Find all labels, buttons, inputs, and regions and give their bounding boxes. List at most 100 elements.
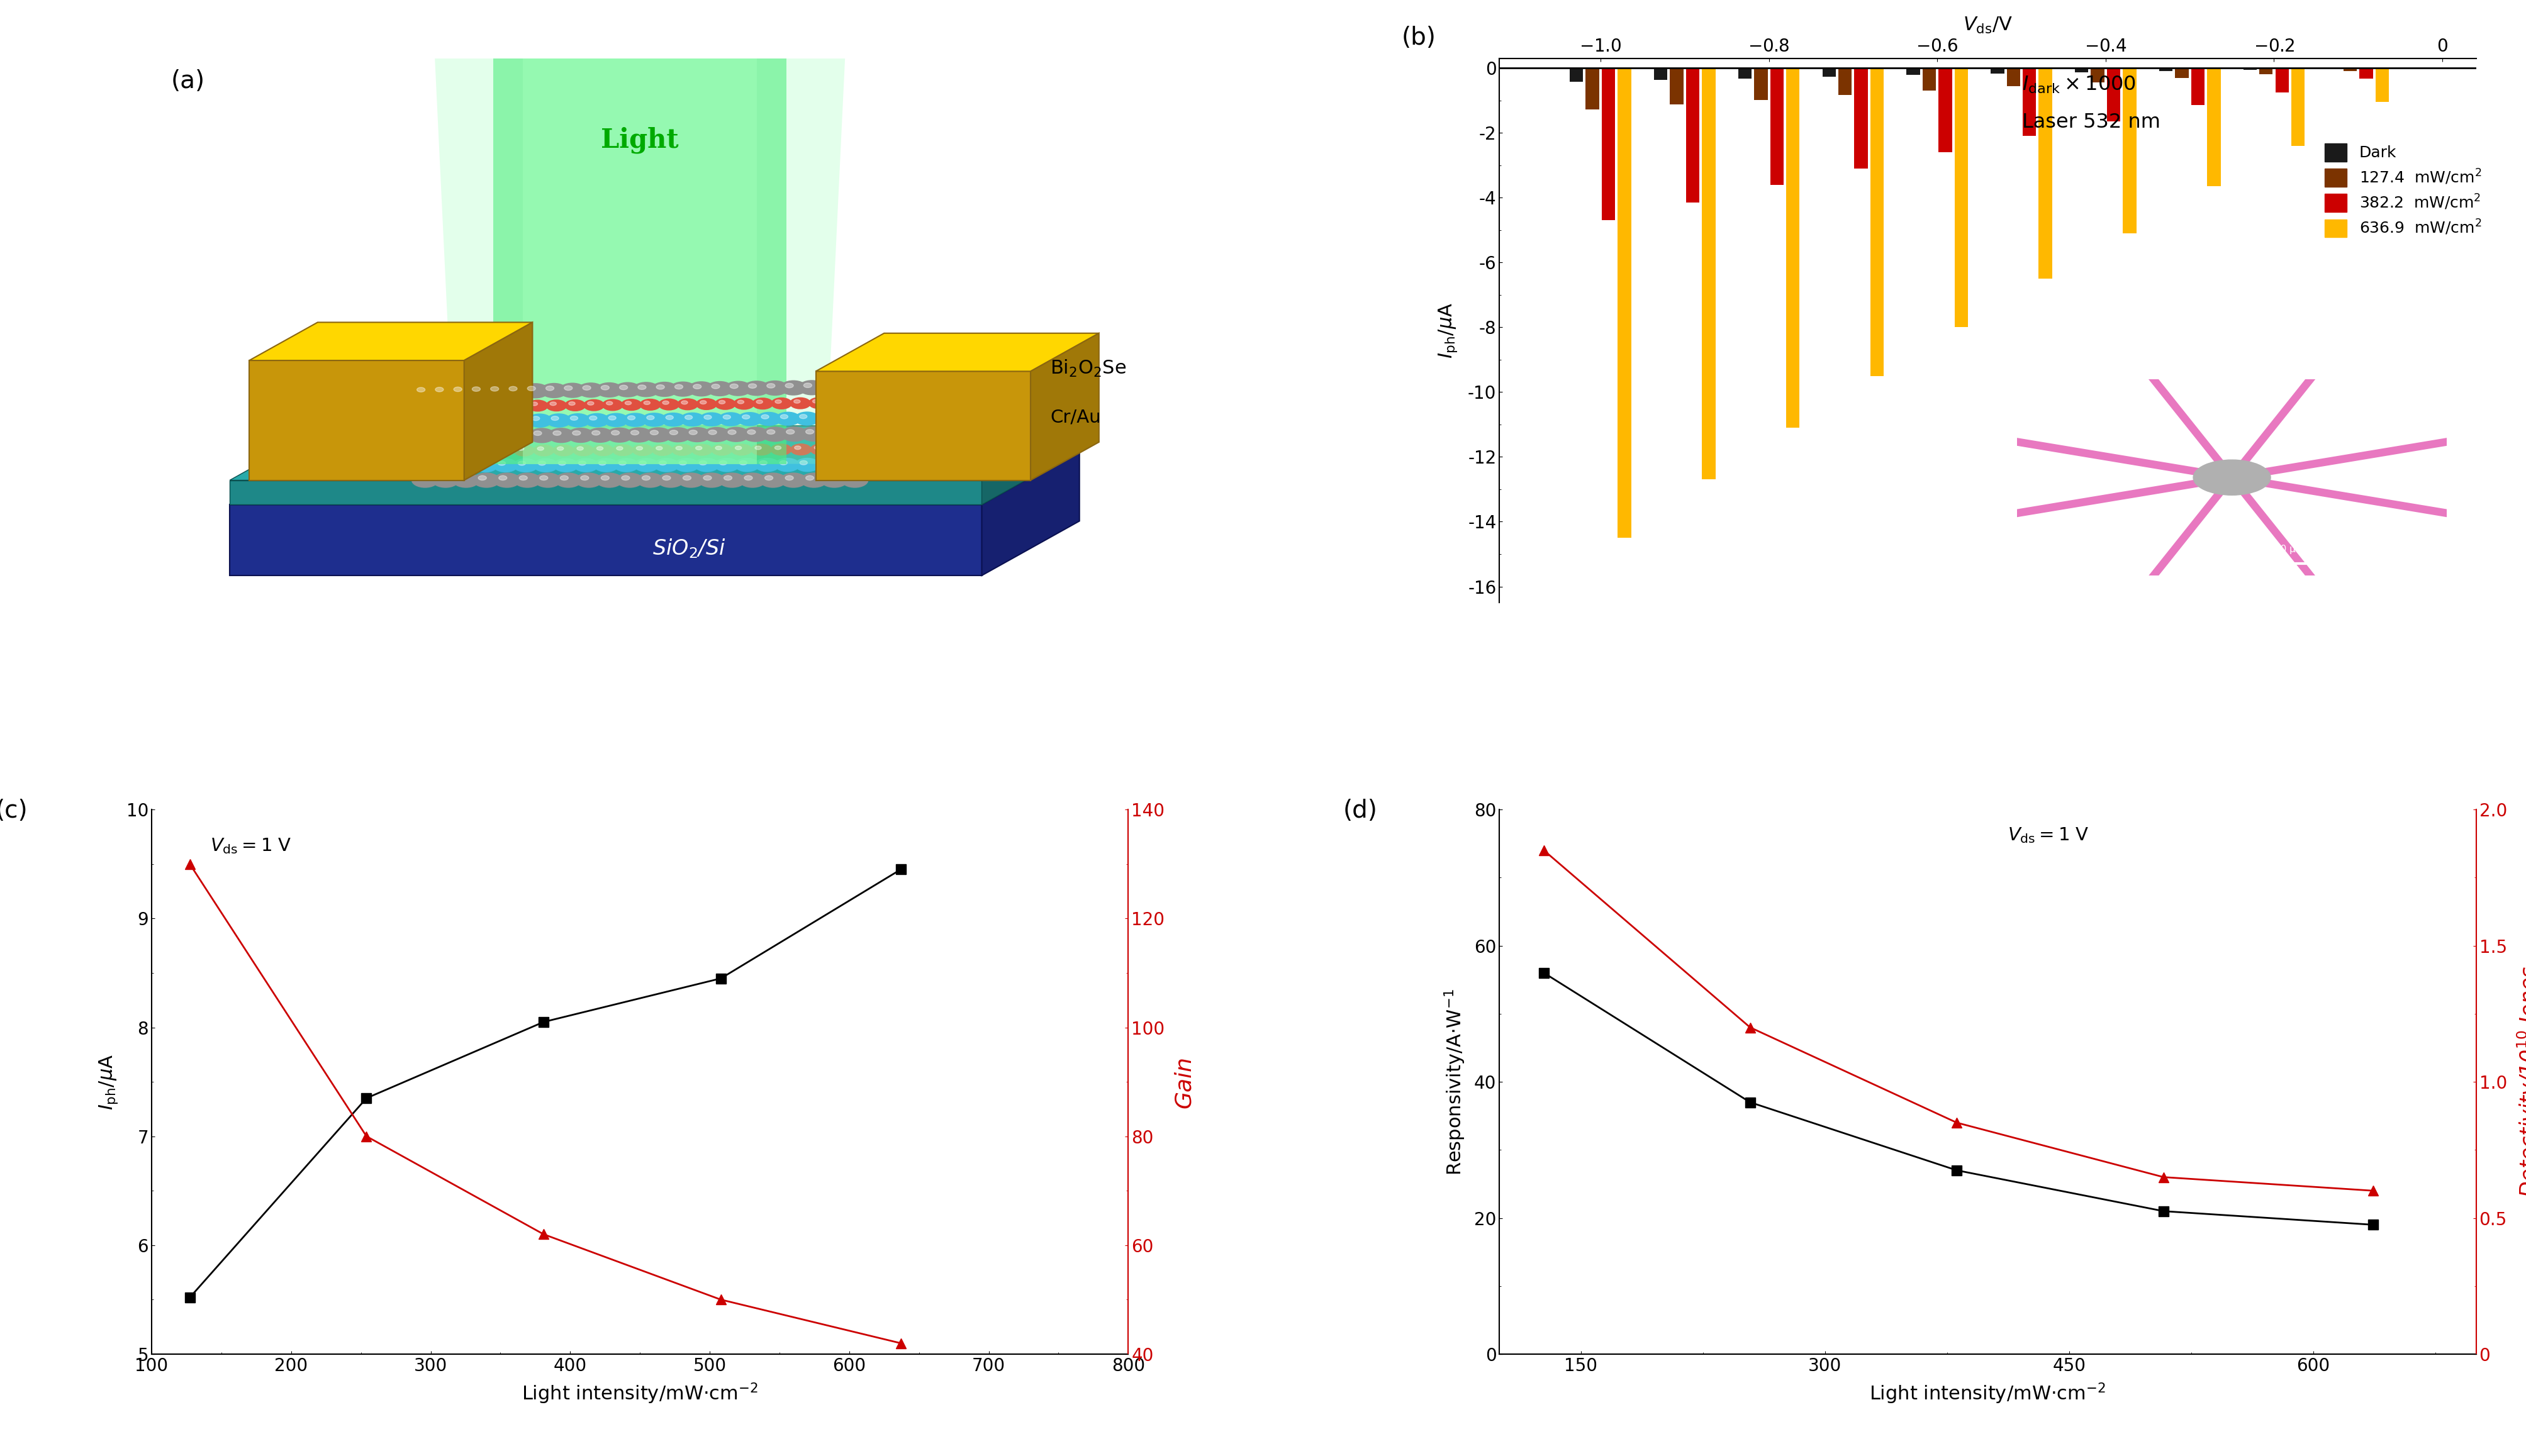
Circle shape bbox=[596, 473, 624, 488]
Circle shape bbox=[745, 476, 753, 480]
Bar bbox=[2243, 68, 2256, 70]
Circle shape bbox=[659, 412, 687, 427]
Circle shape bbox=[702, 427, 730, 443]
Circle shape bbox=[508, 400, 530, 412]
Text: Cr/Au: Cr/Au bbox=[1051, 409, 1101, 427]
Circle shape bbox=[813, 412, 839, 425]
Circle shape bbox=[611, 431, 619, 435]
Circle shape bbox=[786, 476, 793, 480]
Circle shape bbox=[533, 444, 553, 456]
Text: (b): (b) bbox=[1402, 26, 1435, 50]
Circle shape bbox=[632, 381, 659, 397]
Circle shape bbox=[624, 428, 652, 443]
Circle shape bbox=[803, 383, 811, 387]
Circle shape bbox=[662, 476, 669, 480]
Circle shape bbox=[576, 473, 601, 488]
Circle shape bbox=[748, 384, 755, 389]
Circle shape bbox=[432, 459, 457, 473]
Bar bbox=[1955, 68, 1968, 328]
Circle shape bbox=[455, 387, 462, 392]
Circle shape bbox=[717, 400, 725, 403]
Circle shape bbox=[432, 400, 455, 412]
Circle shape bbox=[781, 473, 806, 488]
Circle shape bbox=[657, 473, 685, 488]
Text: (c): (c) bbox=[0, 799, 28, 823]
Circle shape bbox=[513, 402, 518, 406]
Circle shape bbox=[619, 462, 626, 464]
Circle shape bbox=[715, 457, 740, 472]
Text: SiO$_2$/Si: SiO$_2$/Si bbox=[652, 537, 725, 559]
Circle shape bbox=[707, 430, 717, 434]
Circle shape bbox=[781, 380, 806, 396]
Circle shape bbox=[801, 460, 808, 464]
X-axis label: Light intensity/mW$\cdot$cm$^{-2}$: Light intensity/mW$\cdot$cm$^{-2}$ bbox=[1869, 1382, 2107, 1406]
Circle shape bbox=[419, 403, 424, 406]
Circle shape bbox=[432, 414, 457, 428]
Circle shape bbox=[455, 431, 465, 435]
Circle shape bbox=[674, 459, 700, 472]
Circle shape bbox=[485, 383, 513, 399]
Circle shape bbox=[452, 473, 480, 488]
Circle shape bbox=[513, 431, 523, 435]
Text: $V_{\mathrm{ds}}=1$ V: $V_{\mathrm{ds}}=1$ V bbox=[210, 837, 290, 856]
Circle shape bbox=[679, 460, 687, 464]
Circle shape bbox=[788, 397, 811, 409]
Circle shape bbox=[644, 427, 672, 443]
Circle shape bbox=[584, 414, 609, 427]
Polygon shape bbox=[465, 322, 533, 480]
Circle shape bbox=[604, 414, 629, 427]
X-axis label: $V_{\mathrm{ds}}$/V: $V_{\mathrm{ds}}$/V bbox=[1963, 16, 2013, 35]
Circle shape bbox=[457, 403, 462, 406]
Circle shape bbox=[606, 402, 611, 405]
Circle shape bbox=[576, 447, 584, 450]
Circle shape bbox=[472, 387, 480, 392]
Circle shape bbox=[528, 400, 548, 412]
Circle shape bbox=[434, 387, 445, 392]
Circle shape bbox=[639, 462, 647, 464]
Circle shape bbox=[558, 383, 586, 397]
Bar bbox=[2374, 68, 2390, 102]
Y-axis label: $I_{\mathrm{ph}}$/$\mu$A: $I_{\mathrm{ph}}$/$\mu$A bbox=[99, 1054, 119, 1109]
Circle shape bbox=[533, 473, 561, 488]
Circle shape bbox=[682, 476, 692, 480]
Circle shape bbox=[475, 416, 482, 421]
Circle shape bbox=[452, 400, 472, 412]
Circle shape bbox=[677, 399, 697, 411]
Circle shape bbox=[513, 459, 538, 472]
Circle shape bbox=[781, 460, 788, 464]
Circle shape bbox=[414, 400, 434, 412]
Circle shape bbox=[470, 400, 493, 412]
Circle shape bbox=[434, 444, 455, 457]
Circle shape bbox=[826, 476, 834, 480]
Circle shape bbox=[457, 476, 465, 480]
Circle shape bbox=[556, 473, 581, 488]
Circle shape bbox=[513, 444, 536, 456]
Circle shape bbox=[765, 430, 775, 434]
Circle shape bbox=[548, 428, 576, 443]
Circle shape bbox=[705, 415, 712, 419]
Polygon shape bbox=[523, 58, 758, 464]
Circle shape bbox=[806, 430, 813, 434]
Circle shape bbox=[419, 447, 424, 451]
Circle shape bbox=[821, 473, 849, 488]
Bar bbox=[2122, 68, 2137, 233]
Circle shape bbox=[452, 459, 477, 473]
Circle shape bbox=[528, 428, 556, 443]
Circle shape bbox=[541, 383, 568, 397]
Circle shape bbox=[518, 462, 525, 466]
Circle shape bbox=[576, 383, 604, 397]
Circle shape bbox=[437, 462, 445, 466]
Circle shape bbox=[829, 444, 851, 456]
Circle shape bbox=[493, 402, 500, 406]
Circle shape bbox=[432, 428, 457, 444]
Text: Bi$_2$O$_2$Se: Bi$_2$O$_2$Se bbox=[1051, 358, 1127, 379]
Circle shape bbox=[765, 476, 773, 480]
Circle shape bbox=[611, 444, 634, 456]
Y-axis label: Detectivity/10$^{10}$ Jones: Detectivity/10$^{10}$ Jones bbox=[2516, 965, 2526, 1198]
Circle shape bbox=[781, 415, 788, 419]
Circle shape bbox=[601, 399, 624, 411]
Circle shape bbox=[753, 397, 773, 409]
Circle shape bbox=[730, 444, 753, 456]
Polygon shape bbox=[816, 333, 1099, 371]
Circle shape bbox=[672, 444, 692, 456]
